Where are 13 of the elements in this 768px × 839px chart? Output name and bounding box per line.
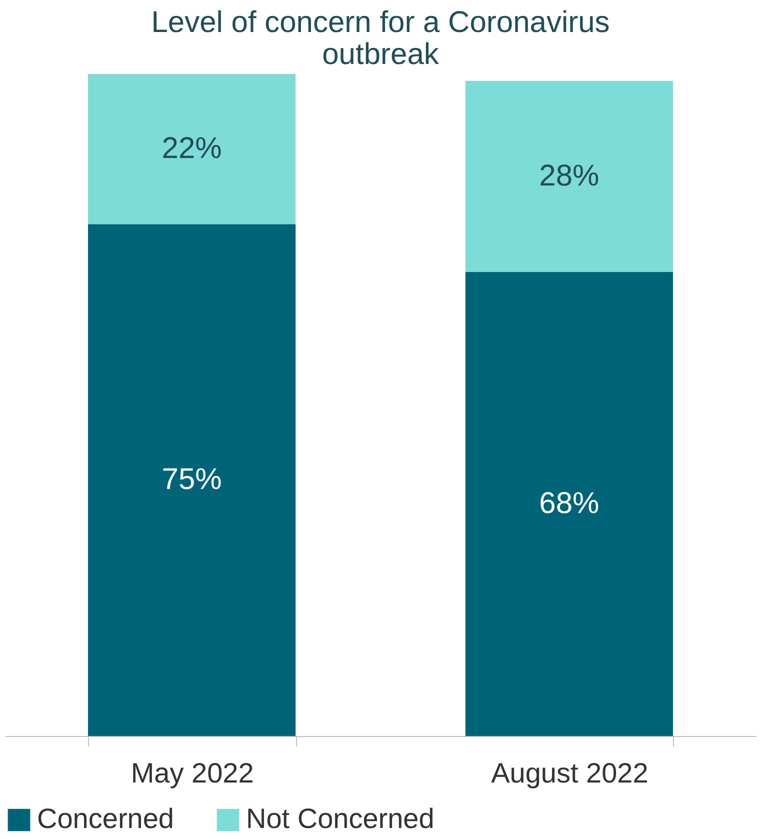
x-tick-label: August 2022 [491, 758, 648, 788]
x-tick-label: May 2022 [130, 758, 254, 788]
legend-label: Not Concerned [246, 803, 434, 834]
data-label: 28% [539, 159, 600, 192]
data-label: 22% [162, 132, 222, 166]
legend-label: Concerned [37, 803, 174, 834]
data-label: 68% [539, 486, 600, 520]
bar [465, 80, 673, 272]
data-label: 75% [162, 463, 222, 496]
bar [88, 74, 296, 224]
bar [465, 272, 673, 736]
bar [88, 224, 296, 736]
chart-title: Level of concern for a Coronavirus outbreak [151, 6, 610, 71]
